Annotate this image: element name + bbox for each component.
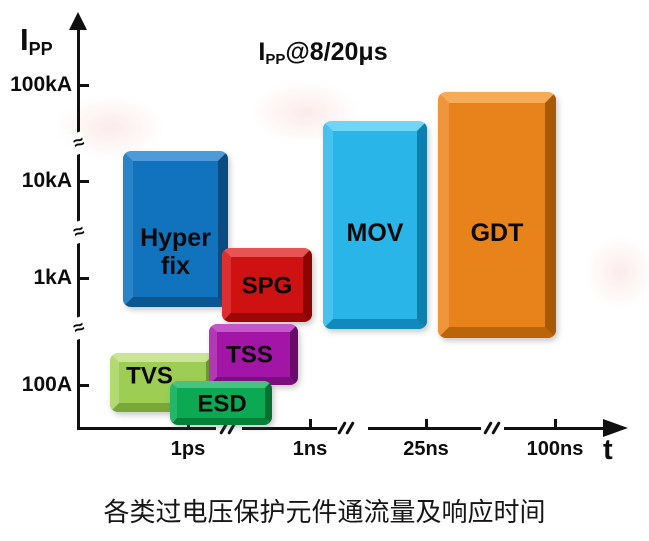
x-axis-arrow-icon — [603, 419, 628, 437]
x-tick — [309, 419, 312, 428]
block-label-hyperfix: Hyper fix — [140, 224, 211, 280]
y-axis-break-mark: ≈ — [68, 315, 89, 341]
y-tick — [79, 384, 89, 387]
y-axis-title-symbol: I — [20, 22, 29, 57]
x-axis-line-segment — [368, 427, 481, 430]
block-hyperfix — [123, 151, 228, 307]
x-tick-label: 1ps — [170, 438, 206, 460]
y-tick-label: 100kA — [10, 73, 72, 96]
block-label-tss: TSS — [226, 341, 273, 369]
y-tick-label: 10kA — [21, 169, 72, 192]
y-axis-arrow-icon — [69, 12, 87, 30]
chart-title: IPP@8/20μs — [258, 38, 387, 68]
x-tick-label: 1ns — [292, 438, 328, 460]
block-mov — [323, 121, 427, 329]
x-axis-title: t — [603, 434, 613, 466]
block-label-spg: SPG — [241, 272, 293, 300]
block-label-tvs: TVS — [126, 362, 173, 390]
x-axis-break-mark — [483, 421, 501, 435]
y-axis-break-mark: ≈ — [68, 219, 89, 245]
x-axis-break-mark — [337, 421, 355, 435]
y-axis-break-mark: ≈ — [68, 130, 89, 156]
watermark-blob — [585, 235, 649, 310]
chart-caption: 各类过电压保护元件通流量及响应时间 — [103, 497, 546, 527]
y-axis-title: IPP — [20, 22, 53, 60]
y-tick-label: 100A — [21, 373, 72, 396]
chart-title-waveform: @8/20μs — [285, 38, 388, 66]
y-tick — [79, 84, 89, 87]
x-tick-label: 100ns — [526, 438, 584, 460]
x-tick — [425, 419, 428, 428]
chart-title-subscript: PP — [265, 51, 286, 68]
x-tick — [554, 419, 557, 428]
y-tick-label: 1kA — [33, 266, 72, 289]
x-axis-line-segment — [78, 427, 216, 430]
block-label-mov: MOV — [346, 219, 404, 247]
x-axis-line-segment — [504, 427, 604, 430]
y-tick — [79, 277, 89, 280]
y-axis-title-subscript: PP — [28, 39, 53, 59]
block-label-gdt: GDT — [470, 219, 524, 247]
x-tick-label: 25ns — [403, 438, 449, 460]
block-spg — [222, 248, 312, 322]
chart-title-symbol: I — [258, 38, 266, 66]
x-axis-line-segment — [242, 427, 337, 430]
block-gdt — [438, 92, 556, 338]
y-tick — [79, 180, 89, 183]
block-esd — [170, 381, 272, 425]
block-label-esd: ESD — [197, 390, 247, 418]
